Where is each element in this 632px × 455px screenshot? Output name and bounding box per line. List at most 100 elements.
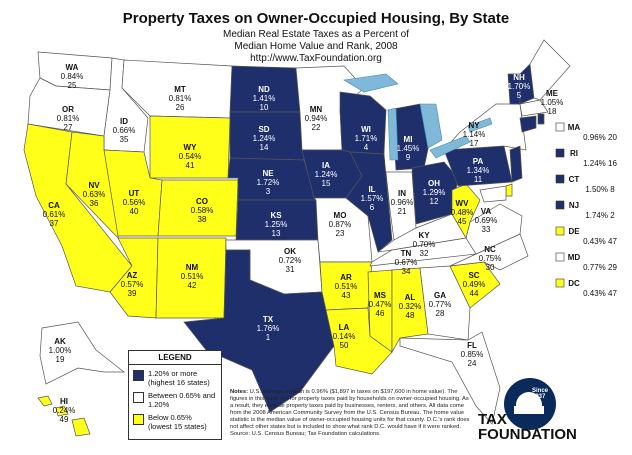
state-rank-ne: 3	[266, 187, 271, 196]
state-rank-ms: 46	[376, 309, 385, 318]
legend-box: LEGEND 1.20% or more (highest 16 states)…	[128, 350, 222, 440]
state-abbr-ia: IA	[322, 161, 330, 170]
state-rank-nm: 42	[188, 281, 197, 290]
state-abbr-va: VA	[481, 207, 492, 216]
state-rank-tn: 34	[402, 267, 411, 276]
state-shape-ak	[39, 321, 126, 385]
state-rank-ak: 19	[56, 355, 65, 364]
state-rank-wi: 4	[364, 143, 369, 152]
state-rate-ut: 0.56%	[123, 198, 146, 207]
east-rate-rank-de: 0.43% 47	[583, 237, 617, 246]
state-shape-fl	[399, 331, 501, 425]
state-rate-ga: 0.77%	[429, 300, 452, 309]
notes-text: U.S. average median is 0.96% ($1,897 in …	[230, 389, 470, 430]
state-rank-nh: 5	[517, 91, 522, 100]
east-swatch-de	[555, 226, 565, 236]
state-abbr-mn: MN	[310, 105, 323, 114]
state-abbr-tx: TX	[263, 315, 274, 324]
legend-label-high: 1.20% or more (highest 16 states)	[148, 369, 210, 387]
state-abbr-ks: KS	[270, 211, 282, 220]
state-rate-hi: 0.24%	[53, 406, 76, 415]
state-abbr-sd: SD	[258, 125, 269, 134]
state-abbr-me: ME	[546, 89, 559, 98]
state-rank-in: 21	[398, 207, 407, 216]
state-shape-tx	[183, 249, 335, 413]
east-abbr-dc: DC	[568, 279, 580, 288]
state-shape-ct	[519, 115, 537, 133]
state-rate-ks: 1.25%	[265, 220, 288, 229]
capitol-seal-logo: Since 1937	[504, 378, 556, 430]
east-swatch-dc	[555, 278, 565, 288]
state-rate-ms: 0.47%	[369, 300, 392, 309]
state-rank-sc: 44	[470, 289, 479, 298]
east-swatch-ct	[555, 174, 565, 184]
notes-block: Notes: U.S. average median is 0.96% ($1,…	[230, 389, 470, 438]
state-rank-al: 48	[406, 311, 415, 320]
state-abbr-ut: UT	[129, 189, 140, 198]
legend-item-high: 1.20% or more (highest 16 states)	[133, 369, 217, 387]
state-rank-mt: 26	[176, 103, 185, 112]
state-rate-ky: 0.70%	[413, 240, 436, 249]
state-abbr-or: OR	[62, 105, 74, 114]
state-rate-tn: 0.67%	[395, 258, 418, 267]
state-abbr-nm: NM	[186, 263, 199, 272]
state-rank-ky: 32	[420, 249, 429, 258]
state-rank-az: 39	[128, 289, 137, 298]
east-rate-rank-nj: 1.74% 2	[585, 211, 615, 220]
legend-label-mid: Between 0.65% and 1.20%	[148, 391, 216, 409]
state-rank-fl: 24	[468, 359, 477, 368]
state-shape-de	[505, 183, 513, 197]
state-rate-me: 1.05%	[541, 98, 564, 107]
east-rate-rank-md: 0.77% 29	[583, 263, 617, 272]
legend-title: LEGEND	[129, 351, 221, 365]
state-rank-sd: 14	[260, 143, 269, 152]
state-rank-mn: 22	[312, 123, 321, 132]
east-abbr-ma: MA	[568, 123, 581, 132]
state-rate-ne: 1.72%	[257, 178, 280, 187]
east-swatch-ma	[555, 122, 565, 132]
state-rate-wi: 1.71%	[355, 134, 378, 143]
state-rate-mi: 1.45%	[397, 144, 420, 153]
east-rate-rank-dc: 0.43% 47	[583, 289, 617, 298]
state-abbr-nd: ND	[258, 85, 270, 94]
state-abbr-wy: WY	[184, 143, 198, 152]
state-rank-me: 18	[548, 107, 557, 116]
state-abbr-oh: OH	[428, 179, 440, 188]
state-rate-pa: 1.34%	[467, 166, 490, 175]
state-shape-ma	[519, 99, 549, 117]
east-rate-rank-ct: 1.50% 8	[585, 185, 615, 194]
lake-ontario	[467, 117, 493, 133]
state-abbr-wv: WV	[456, 199, 470, 208]
east-abbr-ri: RI	[570, 149, 578, 158]
east-swatch-nj	[555, 200, 565, 210]
east-swatch-ri	[555, 148, 565, 158]
legend-item-mid: Between 0.65% and 1.20%	[133, 391, 217, 409]
state-shape-md	[479, 185, 507, 203]
state-abbr-pa: PA	[473, 157, 484, 166]
state-rank-tx: 1	[266, 333, 271, 342]
state-rate-sc: 0.49%	[463, 280, 486, 289]
state-abbr-nh: NH	[513, 73, 525, 82]
state-abbr-wa: WA	[66, 63, 79, 72]
state-shape-ri	[537, 113, 545, 125]
lake-superior	[343, 73, 399, 93]
state-rate-mo: 0.87%	[329, 220, 352, 229]
state-abbr-al: AL	[405, 293, 416, 302]
state-abbr-ky: KY	[418, 231, 430, 240]
lake-huron	[419, 103, 443, 149]
state-rate-co: 0.58%	[191, 206, 214, 215]
state-abbr-fl: FL	[467, 341, 477, 350]
east-rate-rank-ri: 1.24% 16	[583, 159, 617, 168]
state-abbr-mi: MI	[404, 135, 413, 144]
east-swatch-md	[555, 252, 565, 262]
notes-label: Notes:	[230, 389, 249, 395]
legend-swatch-high	[133, 370, 144, 381]
legend-label-low: Below 0.65% (lowest 15 states)	[148, 413, 207, 431]
state-rank-oh: 12	[430, 197, 439, 206]
state-rank-nv: 36	[90, 199, 99, 208]
state-shape-al	[391, 267, 429, 354]
state-rate-ak: 1.00%	[49, 346, 72, 355]
brand-line-1: TAX	[478, 411, 507, 428]
state-abbr-la: LA	[339, 323, 350, 332]
